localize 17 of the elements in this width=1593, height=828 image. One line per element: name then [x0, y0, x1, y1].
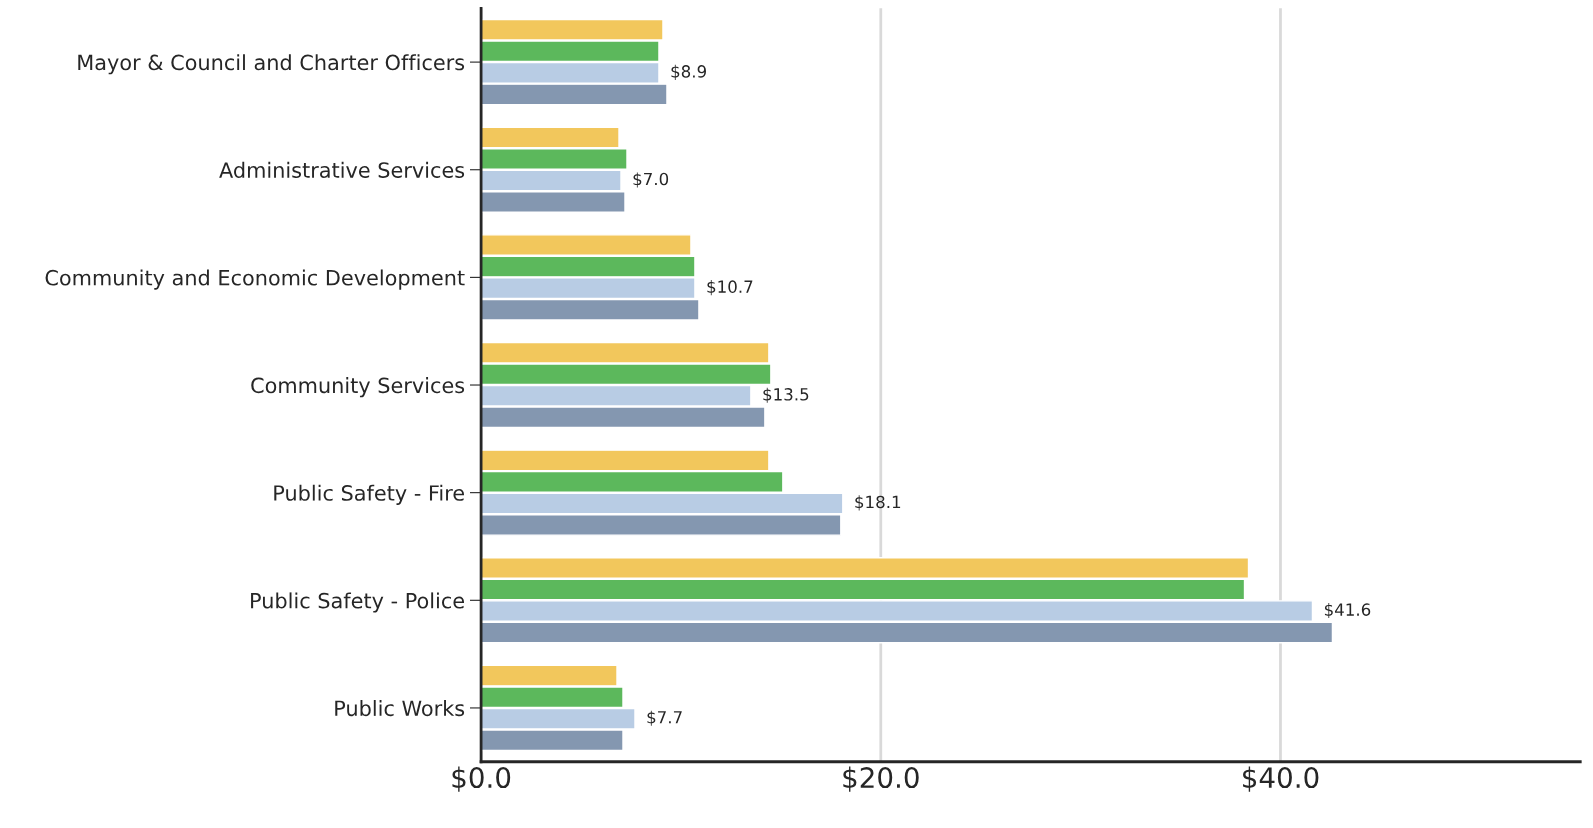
x-tick-label: $20.0	[843, 766, 919, 792]
y-tick-label: Community Services	[251, 377, 465, 398]
data-label: $18.1	[855, 495, 901, 511]
data-label: $7.7	[647, 710, 682, 726]
y-tick-label: Community and Economic Development	[45, 269, 465, 290]
y-tick-label: Mayor & Council and Charter Officers	[78, 54, 465, 75]
x-tick-label: $0.0	[452, 766, 511, 792]
x-tick-label: $40.0	[1243, 766, 1319, 792]
data-label: $8.9	[671, 64, 706, 80]
y-tick-label: Public Safety - Fire	[274, 484, 465, 505]
data-label: $13.5	[763, 387, 809, 403]
data-label: $10.7	[707, 280, 753, 296]
data-label: $7.0	[633, 172, 669, 188]
data-label: $41.6	[1324, 603, 1371, 619]
y-tick-label: Administrative Services	[219, 161, 465, 178]
y-tick-label: Public Safety - Police	[251, 592, 465, 613]
y-tick-label: Public Works	[335, 700, 465, 717]
